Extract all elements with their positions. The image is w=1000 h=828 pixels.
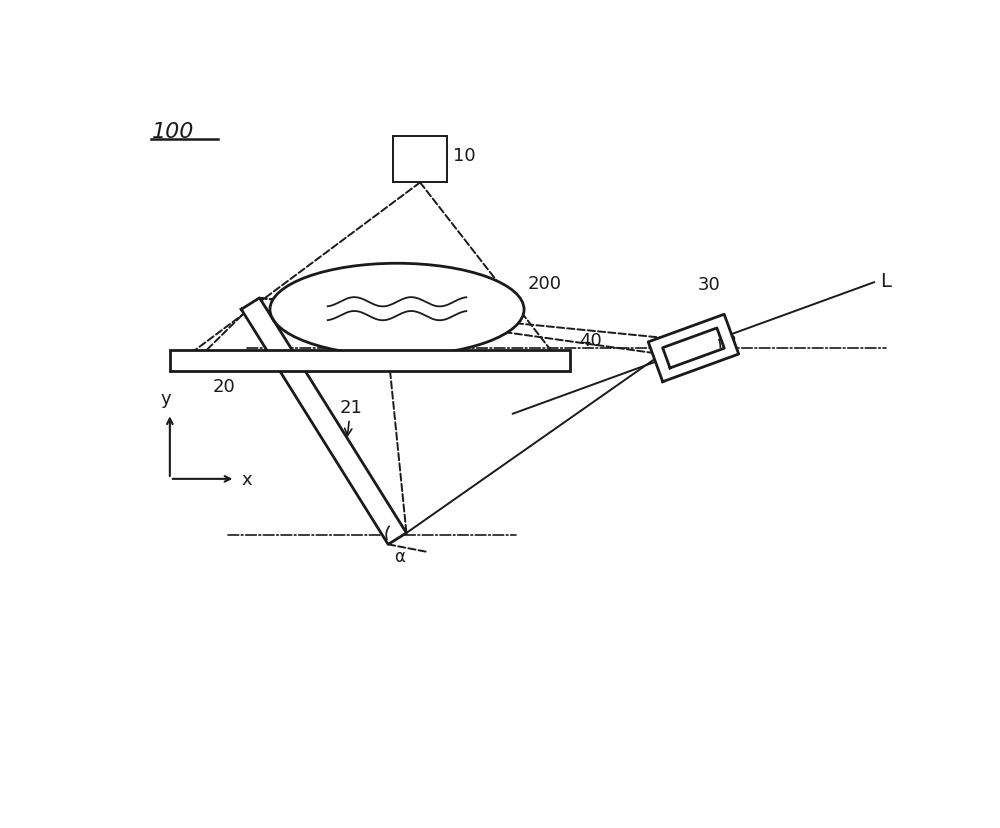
Text: α: α xyxy=(394,547,405,565)
Polygon shape xyxy=(663,329,724,368)
Bar xyxy=(170,350,570,372)
Text: 10: 10 xyxy=(453,147,476,166)
Polygon shape xyxy=(241,299,406,545)
Text: L: L xyxy=(880,272,891,291)
Text: 30: 30 xyxy=(697,275,720,293)
Text: 200: 200 xyxy=(528,274,562,292)
Text: 20: 20 xyxy=(212,378,235,396)
Ellipse shape xyxy=(270,264,524,356)
Text: β: β xyxy=(726,335,737,352)
Text: 40: 40 xyxy=(579,332,602,350)
Text: 100: 100 xyxy=(152,122,195,142)
Text: 21: 21 xyxy=(339,398,362,436)
Text: x: x xyxy=(241,470,252,489)
Text: y: y xyxy=(161,390,171,407)
Bar xyxy=(393,137,447,183)
Polygon shape xyxy=(648,315,739,383)
